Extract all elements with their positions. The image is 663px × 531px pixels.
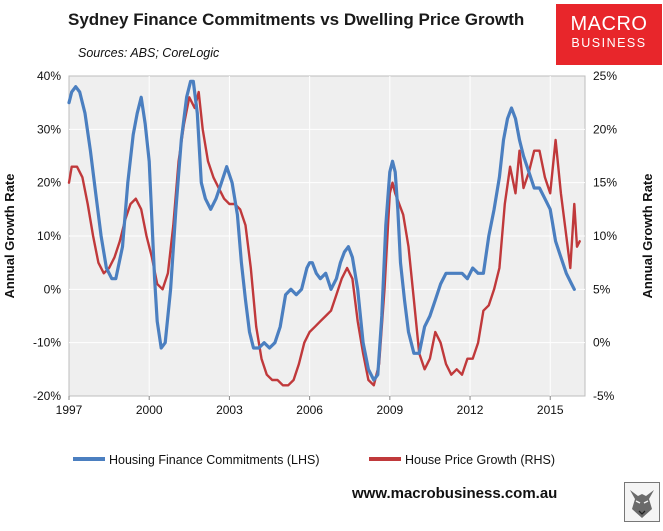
gridlines [69,76,585,396]
y-right-tick-label: 25% [593,69,617,83]
y-axis-left-label: Annual Growth Rate [2,174,17,299]
y-right-tick-label: -5% [593,389,615,403]
y-right-tick-label: 15% [593,176,617,190]
y-left-tick-label: 20% [37,176,61,190]
logo-line1: MACRO [570,13,648,35]
x-tick-label: 2006 [296,403,323,417]
y-right-tick-label: 10% [593,229,617,243]
chart-title: Sydney Finance Commitments vs Dwelling P… [68,10,525,29]
chart-sources: Sources: ABS; CoreLogic [78,46,220,60]
y-right-tick-label: 5% [593,282,611,296]
x-tick-label: 2012 [457,403,484,417]
y-left-tick-label: 10% [37,229,61,243]
x-tick-label: 2003 [216,403,243,417]
y-axis-left: 40% 30% 20% 10% 0% -10% -20% [33,69,61,403]
y-axis-right-label: Annual Growth Rate [640,174,655,299]
y-axis-right: 25% 20% 15% 10% 5% 0% -5% [593,69,617,403]
legend-label-lhs: Housing Finance Commitments (LHS) [109,453,320,467]
x-tick-label: 2015 [537,403,564,417]
website-url: www.macrobusiness.com.au [352,485,558,502]
y-right-tick-label: 0% [593,336,611,350]
x-axis: 1997 2000 2003 2006 2009 2012 2015 [56,396,564,417]
legend: Housing Finance Commitments (LHS) House … [73,453,555,467]
y-left-tick-label: 40% [37,69,61,83]
y-left-tick-label: 0% [44,282,62,296]
legend-label-rhs: House Price Growth (RHS) [405,453,555,467]
y-right-tick-label: 20% [593,122,617,136]
series-group [67,79,581,387]
y-left-tick-label: -10% [33,336,61,350]
x-tick-label: 1997 [56,403,83,417]
y-left-tick-label: 30% [37,122,61,136]
macrobusiness-logo: MACRO BUSINESS [556,4,662,65]
series-line-housing-finance [67,79,576,382]
x-tick-label: 2000 [136,403,163,417]
wolf-icon [624,482,660,522]
x-tick-label: 2009 [376,403,403,417]
y-left-tick-label: -20% [33,389,61,403]
logo-line2: BUSINESS [571,36,647,50]
